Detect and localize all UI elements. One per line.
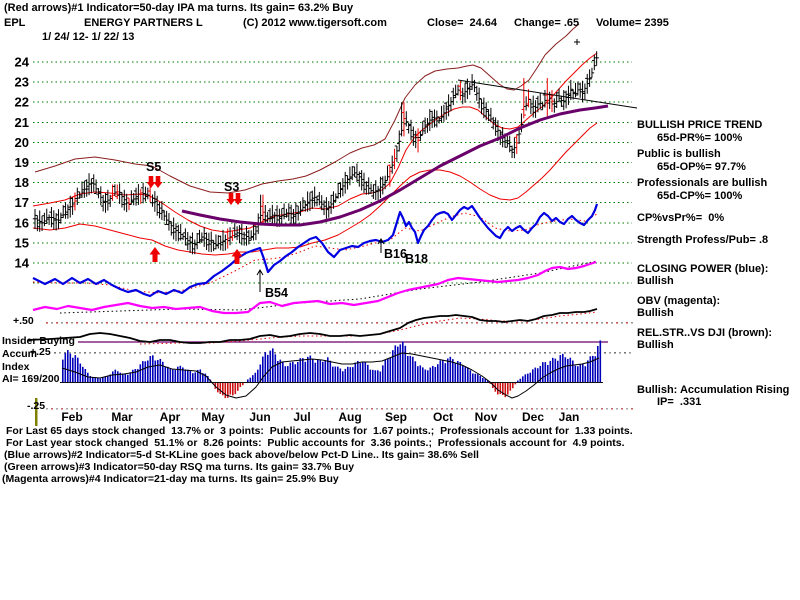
svg-text:S3: S3 — [224, 180, 239, 194]
ticker-symbol: EPL — [4, 17, 26, 29]
obv-status: Bullish — [637, 307, 674, 319]
strength-ratio: Strength Profess/Pub= .8 — [637, 234, 769, 246]
svg-text:May: May — [201, 410, 225, 424]
svg-text:Feb: Feb — [61, 410, 82, 424]
copyright-label: (C) 2012 www.tigersoft.com — [243, 17, 387, 29]
svg-text:17: 17 — [15, 195, 29, 210]
svg-text:15: 15 — [15, 235, 29, 250]
svg-text:Apr: Apr — [160, 410, 181, 424]
scale-minus25-label: -.25 — [27, 400, 46, 412]
svg-text:20: 20 — [15, 135, 29, 150]
indicator3-line: (Green arrows)#3 Indicator=50-day RSQ ma… — [4, 461, 355, 473]
volume-value: Volume= 2395 — [596, 17, 669, 29]
closing-power-label: CLOSING POWER (blue): — [637, 263, 769, 275]
cp-vs-pr: CP%vsPr%= 0% — [637, 212, 725, 224]
svg-text:21: 21 — [15, 115, 29, 130]
svg-text:16: 16 — [15, 215, 29, 230]
op-percent: 65d-OP%= 97.7% — [657, 161, 746, 173]
change-value: Change= .65 — [514, 17, 580, 29]
cp-percent: 65d-CP%= 100% — [657, 190, 743, 202]
indicator4-line: (Magenta arrows)#4 Indicator=21-day ma t… — [2, 473, 339, 485]
scale-plus25-label: +.25 — [30, 346, 51, 358]
svg-text:Oct: Oct — [433, 410, 453, 424]
indicator1-header: (Red arrows)#1 Indicator=50-day IPA ma t… — [4, 2, 354, 14]
ip-value: IP= .331 — [657, 396, 702, 408]
svg-text:S5: S5 — [146, 160, 161, 174]
public-status: Public is bullish — [637, 148, 721, 160]
obv-label: OBV (magenta): — [637, 295, 721, 307]
stats-65day-line: For Last 65 days stock changed 13.7% or … — [6, 425, 633, 437]
svg-text:19: 19 — [15, 155, 29, 170]
svg-text:B54: B54 — [265, 286, 288, 300]
scale-plus50-label: +.50 — [13, 315, 34, 327]
svg-text:Jun: Jun — [249, 410, 270, 424]
rel-str-status: Bullish — [637, 339, 674, 351]
svg-text:Dec: Dec — [522, 410, 544, 424]
rel-str-label: REL.STR..VS DJI (brown): — [637, 327, 773, 339]
ai-value-label: AI= 169/200 — [2, 373, 60, 385]
accum-label: Accum — [2, 348, 38, 360]
professionals-status: Professionals are bullish — [637, 177, 768, 189]
index-label: Index — [2, 361, 30, 373]
indicator2-line: (Blue arrows)#2 Indicator=5-d St-KLine g… — [4, 449, 479, 461]
price-trend-status: BULLISH PRICE TREND — [637, 119, 763, 131]
svg-text:24: 24 — [15, 55, 30, 70]
closing-power-status: Bullish — [637, 275, 674, 287]
date-range: 1/ 24/ 12- 1/ 22/ 13 — [42, 31, 135, 43]
svg-text:Nov: Nov — [475, 410, 498, 424]
svg-text:14: 14 — [15, 256, 30, 271]
svg-text:Jan: Jan — [559, 410, 580, 424]
company-name: ENERGY PARTNERS L — [84, 17, 203, 29]
close-value: Close= 24.64 — [427, 17, 498, 29]
svg-text:Sep: Sep — [385, 410, 407, 424]
svg-text:18: 18 — [15, 175, 29, 190]
svg-text:22: 22 — [15, 95, 29, 110]
svg-text:23: 23 — [15, 75, 29, 90]
pr-percent: 65d-PR%= 100% — [657, 132, 743, 144]
svg-text:Mar: Mar — [111, 410, 133, 424]
svg-text:Jul: Jul — [293, 410, 310, 424]
svg-text:B18: B18 — [405, 252, 428, 266]
svg-text:B16: B16 — [384, 247, 407, 261]
stats-year-line: For Last year stock changed 51.1% or 8.2… — [6, 437, 625, 449]
insider-buying-label: Insider Buying — [2, 335, 75, 347]
svg-text:Aug: Aug — [338, 410, 361, 424]
accumulation-status: Bullish: Accumulation Rising — [637, 384, 790, 396]
